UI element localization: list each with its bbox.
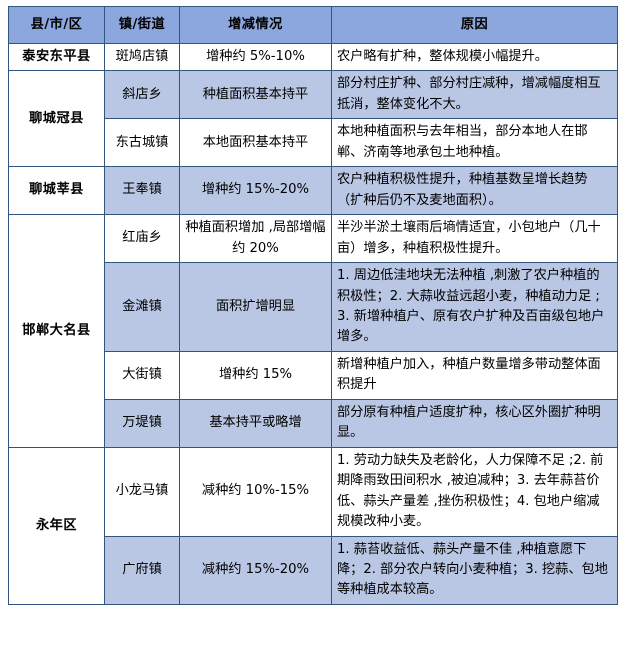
- cell-town: 斜店乡: [104, 70, 180, 120]
- table-row: 万堤镇 基本持平或略增 部分原有种植户适度扩种，核心区外圈扩种明显。: [9, 398, 618, 448]
- cell-county: 聊城冠县: [8, 70, 105, 168]
- cell-change: 本地面积基本持平: [179, 118, 332, 168]
- cell-reason: 1. 周边低洼地块无法种植 ,刺激了农户种植的积极性；2. 大蒜收益远超小麦，种…: [331, 262, 618, 352]
- cell-reason: 部分村庄扩种、部分村庄减种，增减幅度相互抵消，整体变化不大。: [331, 70, 618, 120]
- cell-town: 红庙乡: [104, 214, 180, 264]
- table-row: 泰安东平县 斑鸠店镇 增种约 5%-10% 农户略有扩种，整体规模小幅提升。: [8, 42, 618, 72]
- cell-county: 聊城莘县: [8, 166, 105, 216]
- cell-change: 基本持平或略增: [179, 398, 332, 448]
- cell-town: 广府镇: [104, 535, 180, 605]
- cell-town: 斑鸠店镇: [104, 42, 180, 72]
- cell-change: 增种约 5%-10%: [179, 42, 332, 72]
- table-header: 县/市/区 镇/街道 增减情况 原因: [8, 6, 618, 44]
- cell-reason: 部分原有种植户适度扩种，核心区外圈扩种明显。: [331, 398, 618, 448]
- cell-reason: 本地种植面积与去年相当，部分本地人在邯郸、济南等地承包土地种植。: [331, 118, 618, 168]
- table-row: 广府镇 减种约 15%-20% 1. 蒜苔收益低、蒜头产量不佳 ,种植意愿下降；2.…: [9, 535, 618, 605]
- cell-town: 大街镇: [104, 350, 180, 400]
- table-row: 金滩镇 面积扩增明显 1. 周边低洼地块无法种植 ,刺激了农户种植的积极性；2. 大…: [9, 262, 618, 352]
- table-row: 永年区 小龙马镇 减种约 10%-15% 1. 劳动力缺失及老龄化，人力保障不足 ;2…: [8, 446, 618, 605]
- cell-town: 万堤镇: [104, 398, 180, 448]
- cell-reason: 新增种植户加入，种植户数量增多带动整体面积提升: [331, 350, 618, 400]
- header-row: 县/市/区 镇/街道 增减情况 原因: [8, 6, 618, 44]
- cell-reason: 1. 劳动力缺失及老龄化，人力保障不足 ;2. 前期降雨致田间积水 ,被迫减种；…: [331, 446, 618, 537]
- cell-county: 泰安东平县: [8, 42, 105, 72]
- cell-change: 增种约 15%: [179, 350, 332, 400]
- cell-change: 增种约 15%-20%: [179, 166, 332, 216]
- cell-change: 种植面积基本持平: [179, 70, 332, 120]
- cell-reason: 1. 蒜苔收益低、蒜头产量不佳 ,种植意愿下降；2. 部分农户转向小麦种植；3.…: [331, 535, 618, 605]
- cell-change: 减种约 10%-15%: [179, 446, 332, 537]
- table-row: 聊城莘县 王奉镇 增种约 15%-20% 农户种植积极性提升，种植基数呈增长趋势（扩种…: [8, 166, 618, 216]
- cell-town: 东古城镇: [104, 118, 180, 168]
- cell-change: 种植面积增加 ,局部增幅约 20%: [179, 214, 332, 264]
- cell-change: 减种约 15%-20%: [179, 535, 332, 605]
- planting-change-table: 县/市/区 镇/街道 增减情况 原因 泰安东平县 斑鸠店镇 增种约 5%-10% 农户…: [8, 6, 618, 605]
- column-header-county: 县/市/区: [8, 6, 105, 44]
- table-row: 东古城镇 本地面积基本持平 本地种植面积与去年相当，部分本地人在邯郸、济南等地承包土…: [9, 118, 618, 168]
- column-header-change: 增减情况: [179, 6, 332, 44]
- cell-reason: 半沙半淤土壤雨后墒情适宜，小包地户（几十亩）增多，种植积极性提升。: [331, 214, 618, 264]
- table-row: 聊城冠县 斜店乡 种植面积基本持平 部分村庄扩种、部分村庄减种，增减幅度相互抵消，整体…: [8, 70, 618, 168]
- cell-change: 面积扩增明显: [179, 262, 332, 352]
- cell-town: 王奉镇: [104, 166, 180, 216]
- cell-county: 永年区: [8, 446, 105, 605]
- table-row: 邯郸大名县 红庙乡 种植面积增加 ,局部增幅约 20% 半沙半淤土壤雨后墒情适宜，小包…: [8, 214, 618, 448]
- column-header-town: 镇/街道: [104, 6, 180, 44]
- cell-town: 小龙马镇: [104, 446, 180, 537]
- cell-reason: 农户种植积极性提升，种植基数呈增长趋势（扩种后仍不及麦地面积）。: [331, 166, 618, 216]
- table-body: 泰安东平县 斑鸠店镇 增种约 5%-10% 农户略有扩种，整体规模小幅提升。 聊城冠县斜…: [8, 42, 618, 605]
- column-header-reason: 原因: [331, 6, 618, 44]
- cell-town: 金滩镇: [104, 262, 180, 352]
- cell-county: 邯郸大名县: [8, 214, 105, 448]
- table-row: 大街镇 增种约 15% 新增种植户加入，种植户数量增多带动整体面积提升: [9, 350, 618, 400]
- cell-reason: 农户略有扩种，整体规模小幅提升。: [331, 42, 618, 72]
